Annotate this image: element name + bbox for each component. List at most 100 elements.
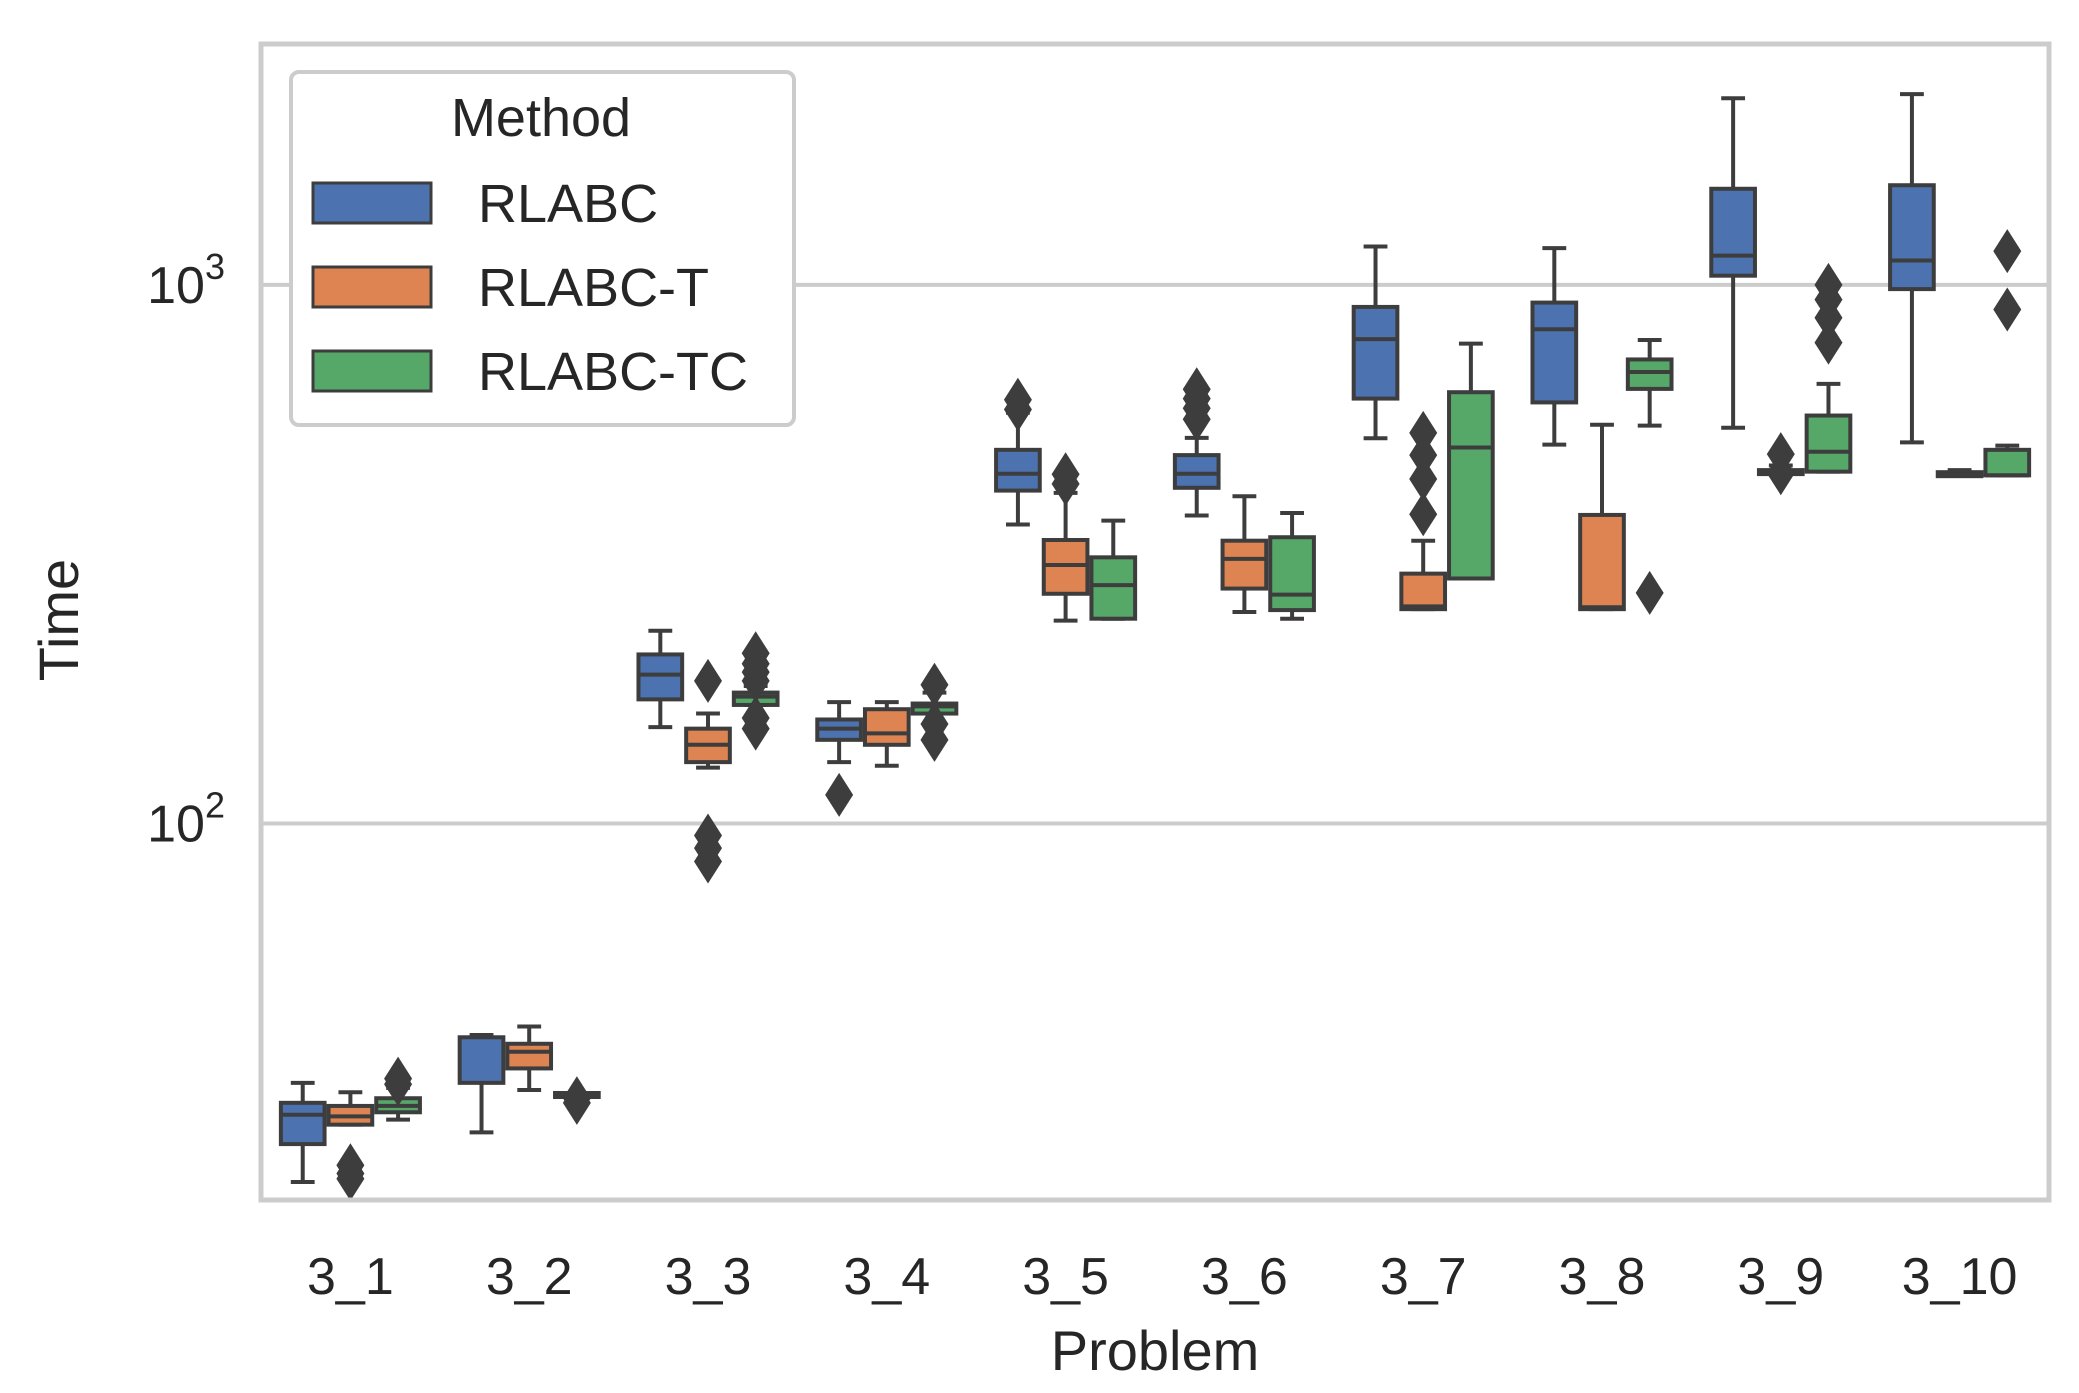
x-tick-label: 3_8	[1559, 1248, 1646, 1306]
iqr-box	[636, 652, 685, 702]
outlier-marker	[694, 658, 722, 703]
box-RLABC-T-3_1	[326, 1090, 375, 1201]
box-RLABC-3_5	[994, 377, 1042, 527]
box-RLABC-TC-3_9	[1804, 262, 1853, 474]
outlier-marker	[384, 1056, 413, 1101]
iqr-box	[1089, 555, 1138, 621]
iqr-box	[1888, 183, 1936, 292]
legend-title: Method	[451, 88, 631, 148]
outlier-marker	[694, 813, 722, 858]
outlier-marker	[1409, 457, 1438, 502]
outlier-marker	[1409, 433, 1438, 478]
outlier-marker	[1409, 410, 1438, 455]
outlier-marker	[825, 772, 854, 817]
box-RLABC-T-3_9	[1756, 432, 1805, 496]
y-tick-label: 103	[147, 246, 225, 315]
box-RLABC-TC-3_5	[1089, 518, 1138, 621]
box-RLABC-3_4	[815, 700, 863, 817]
x-tick-label: 3_10	[1902, 1248, 2018, 1306]
iqr-box	[1578, 512, 1626, 612]
box-RLABC-TC-3_3	[731, 631, 780, 751]
box-layer	[278, 92, 2032, 1201]
box-RLABC-TC-3_4	[910, 662, 959, 762]
iqr-box	[457, 1035, 506, 1085]
iqr-box	[1351, 304, 1400, 401]
y-tick-labels: 102 103	[147, 246, 225, 854]
outlier-marker	[920, 702, 949, 747]
iqr-box	[1172, 453, 1221, 490]
iqr-box	[505, 1041, 554, 1071]
legend-item-RLABC: RLABC	[311, 174, 658, 234]
legend-item-RLABC-T: RLABC-T	[311, 258, 709, 318]
x-tick-labels: 3_1 3_2 3_3 3_4 3_5 3_6 3_7 3_8 3_9 3_10	[307, 1248, 2017, 1306]
iqr-box	[1530, 300, 1579, 405]
outlier-marker	[1051, 452, 1080, 497]
legend-label: RLABC-T	[478, 258, 709, 318]
iqr-box	[1804, 413, 1853, 474]
box-RLABC-T-3_10	[1935, 468, 1984, 479]
x-tick-label: 3_1	[307, 1248, 394, 1306]
box-RLABC-T-3_2	[505, 1024, 554, 1093]
x-tick-label: 3_6	[1201, 1248, 1288, 1306]
box-RLABC-TC-3_7	[1447, 341, 1495, 581]
box-RLABC-3_3	[636, 628, 685, 730]
outlier-marker	[336, 1143, 365, 1188]
outlier-marker	[741, 631, 770, 676]
box-RLABC-3_2	[457, 1032, 506, 1135]
box-RLABC-3_7	[1351, 244, 1400, 441]
box-RLABC-T-3_3	[684, 658, 732, 884]
outlier-marker	[1003, 377, 1032, 422]
iqr-box	[1447, 390, 1495, 581]
box-RLABC-TC-3_10	[1983, 229, 2032, 478]
box-RLABC-TC-3_1	[374, 1056, 422, 1122]
y-axis-label: Time	[27, 559, 90, 681]
box-RLABC-TC-3_2	[553, 1076, 601, 1125]
box-RLABC-3_9	[1709, 96, 1757, 430]
box-RLABC-TC-3_6	[1268, 511, 1316, 621]
box-RLABC-T-3_6	[1220, 494, 1269, 614]
legend-label: RLABC-TC	[478, 342, 748, 402]
iqr-box	[1983, 447, 2032, 478]
x-tick-label: 3_5	[1022, 1248, 1109, 1306]
iqr-box	[278, 1100, 327, 1147]
x-tick-label: 3_2	[486, 1248, 573, 1306]
iqr-box	[994, 447, 1042, 493]
box-RLABC-T-3_7	[1399, 410, 1448, 612]
outlier-marker	[920, 662, 949, 707]
outlier-marker	[562, 1076, 591, 1121]
x-tick-label: 3_4	[843, 1248, 930, 1306]
outlier-marker	[1993, 229, 2022, 274]
iqr-box	[1220, 538, 1269, 591]
iqr-box	[1268, 535, 1316, 613]
outlier-marker	[1635, 570, 1664, 615]
outlier-marker	[1993, 287, 2022, 332]
box-RLABC-3_1	[278, 1080, 327, 1184]
x-tick-label: 3_3	[665, 1248, 752, 1306]
outlier-marker	[1814, 320, 1843, 365]
y-tick-label: 102	[147, 785, 225, 854]
legend-swatch	[311, 265, 433, 309]
legend: Method RLABC RLABC-T RLABC-TC	[289, 70, 796, 427]
box-RLABC-TC-3_8	[1625, 338, 1674, 615]
box-RLABC-3_6	[1172, 367, 1221, 518]
outlier-marker	[1182, 367, 1211, 412]
iqr-box	[1625, 357, 1674, 391]
x-tick-label: 3_9	[1737, 1248, 1824, 1306]
box-RLABC-3_10	[1888, 92, 1936, 445]
legend-frame	[289, 70, 796, 427]
outlier-marker	[1766, 432, 1795, 477]
iqr-box	[862, 707, 911, 747]
box-RLABC-T-3_8	[1578, 422, 1626, 612]
box-RLABC-T-3_4	[862, 700, 911, 768]
x-axis-label: Problem	[1051, 1319, 1260, 1382]
legend-item-RLABC-TC: RLABC-TC	[311, 342, 748, 402]
x-tick-label: 3_7	[1380, 1248, 1467, 1306]
iqr-box	[1399, 571, 1448, 612]
legend-swatch	[311, 181, 433, 225]
outlier-marker	[1409, 492, 1438, 537]
legend-swatch	[311, 349, 433, 393]
outlier-marker	[1814, 262, 1843, 307]
box-RLABC-3_8	[1530, 246, 1579, 447]
outlier-marker	[741, 695, 770, 740]
